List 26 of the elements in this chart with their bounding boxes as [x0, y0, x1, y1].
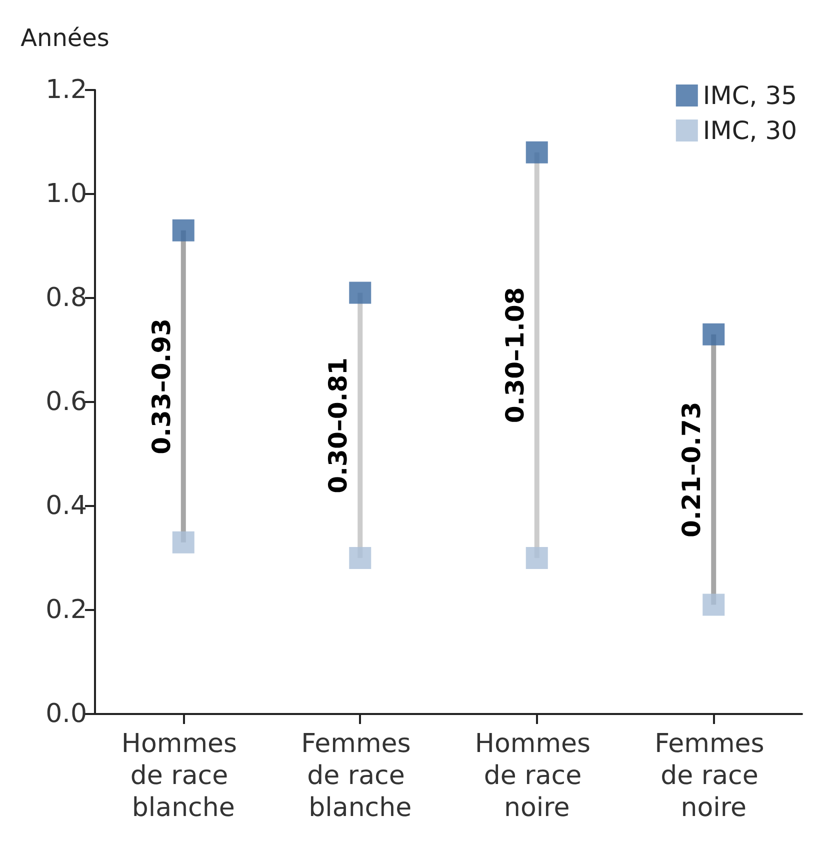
- y-tick-label: 0.0: [46, 699, 87, 729]
- y-tick-label: 0.6: [46, 387, 87, 417]
- point: [526, 547, 548, 569]
- legend-label: IMC, 30: [702, 116, 798, 145]
- x-tick-label: Hommes de race blanche: [121, 729, 246, 823]
- point: [349, 282, 372, 304]
- point: [349, 547, 372, 569]
- point: [526, 141, 548, 164]
- y-tick-label: 1.0: [46, 179, 87, 209]
- y-axis-title: Années: [20, 24, 110, 52]
- y-tick-label: 1.2: [46, 75, 87, 105]
- x-tick-label: Femmes de race noire: [654, 729, 773, 823]
- data-label: 0.21–0.73: [677, 402, 706, 538]
- point: [172, 531, 194, 554]
- data-label: 0.30–1.08: [500, 287, 530, 424]
- point: [702, 594, 725, 616]
- data-label: 0.30–0.81: [324, 357, 353, 494]
- data-label: 0.33–0.93: [146, 318, 176, 454]
- legend-label: IMC, 35: [702, 81, 798, 110]
- y-tick-label: 0.4: [46, 491, 87, 521]
- point: [702, 323, 725, 346]
- point: [172, 219, 194, 242]
- y-tick-label: 0.8: [46, 283, 87, 313]
- x-tick-label: Femmes de race blanche: [301, 729, 420, 823]
- x-tick-label: Hommes de race noire: [474, 729, 599, 823]
- y-tick-label: 0.2: [46, 595, 87, 625]
